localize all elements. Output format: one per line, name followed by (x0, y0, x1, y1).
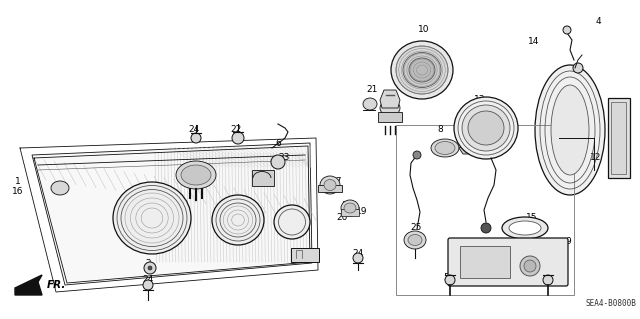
Ellipse shape (509, 221, 541, 235)
Ellipse shape (431, 139, 459, 157)
Text: 1: 1 (15, 177, 21, 187)
Bar (318, 185, 342, 192)
Ellipse shape (454, 97, 518, 159)
Text: 11: 11 (552, 125, 564, 135)
Ellipse shape (363, 98, 377, 110)
Text: 8: 8 (437, 125, 443, 135)
Ellipse shape (380, 100, 400, 116)
Circle shape (445, 275, 455, 285)
Ellipse shape (396, 46, 448, 94)
Circle shape (148, 266, 152, 270)
Bar (252, 170, 274, 186)
Ellipse shape (391, 41, 453, 99)
Circle shape (520, 256, 540, 276)
Text: FR.: FR. (47, 280, 67, 290)
Bar (291, 248, 319, 262)
Text: 21: 21 (366, 85, 378, 94)
Text: 22: 22 (230, 125, 242, 135)
Circle shape (481, 223, 491, 233)
Text: 24: 24 (353, 249, 364, 257)
Bar (611, 102, 626, 174)
Text: 24: 24 (142, 275, 154, 284)
Polygon shape (459, 142, 483, 154)
Text: 5: 5 (545, 273, 551, 283)
Text: 9: 9 (565, 238, 571, 247)
Text: 24: 24 (188, 125, 200, 135)
Circle shape (353, 253, 363, 263)
Text: 7: 7 (389, 68, 395, 77)
Ellipse shape (344, 203, 356, 213)
Bar (460, 246, 510, 278)
Text: 6: 6 (275, 139, 281, 149)
Bar (608, 98, 630, 178)
Ellipse shape (404, 231, 426, 249)
Circle shape (232, 132, 244, 144)
Ellipse shape (468, 111, 504, 145)
Ellipse shape (324, 180, 336, 190)
Text: 13: 13 (474, 95, 486, 105)
Text: 15: 15 (526, 213, 538, 222)
Ellipse shape (403, 53, 441, 87)
Polygon shape (380, 90, 400, 108)
Text: 25: 25 (410, 224, 422, 233)
Ellipse shape (176, 161, 216, 189)
Ellipse shape (551, 85, 589, 175)
Ellipse shape (409, 58, 435, 82)
Ellipse shape (408, 234, 422, 246)
Ellipse shape (51, 181, 69, 195)
Bar (341, 209, 359, 216)
Circle shape (563, 26, 571, 34)
Text: 17: 17 (332, 177, 343, 187)
Text: 12: 12 (590, 153, 602, 162)
Circle shape (413, 151, 421, 159)
FancyBboxPatch shape (448, 238, 568, 286)
Circle shape (271, 155, 285, 169)
Ellipse shape (320, 176, 340, 194)
Ellipse shape (212, 195, 264, 245)
Ellipse shape (435, 142, 455, 154)
Text: 4: 4 (595, 18, 601, 26)
Text: 10: 10 (419, 26, 429, 34)
Polygon shape (32, 143, 312, 285)
Circle shape (191, 133, 201, 143)
Circle shape (543, 275, 553, 285)
Text: 3: 3 (611, 133, 617, 143)
Ellipse shape (462, 105, 510, 151)
Text: 19: 19 (356, 207, 368, 217)
Text: 5: 5 (443, 273, 449, 283)
Bar (396, 125, 574, 295)
Text: 2: 2 (145, 258, 151, 268)
Text: SEA4-B0800B: SEA4-B0800B (585, 299, 636, 308)
Ellipse shape (181, 165, 211, 185)
Bar (378, 112, 402, 122)
Polygon shape (15, 275, 42, 295)
Circle shape (573, 63, 583, 73)
Circle shape (524, 260, 536, 272)
Circle shape (143, 280, 153, 290)
Ellipse shape (274, 205, 310, 239)
Ellipse shape (341, 200, 359, 216)
Circle shape (144, 262, 156, 274)
Ellipse shape (113, 182, 191, 254)
Text: 16: 16 (12, 188, 24, 197)
Text: 14: 14 (528, 38, 540, 47)
Text: 18: 18 (342, 201, 354, 210)
Ellipse shape (502, 217, 548, 239)
Text: 20: 20 (336, 213, 348, 222)
Ellipse shape (535, 65, 605, 195)
Text: 23: 23 (278, 153, 290, 162)
